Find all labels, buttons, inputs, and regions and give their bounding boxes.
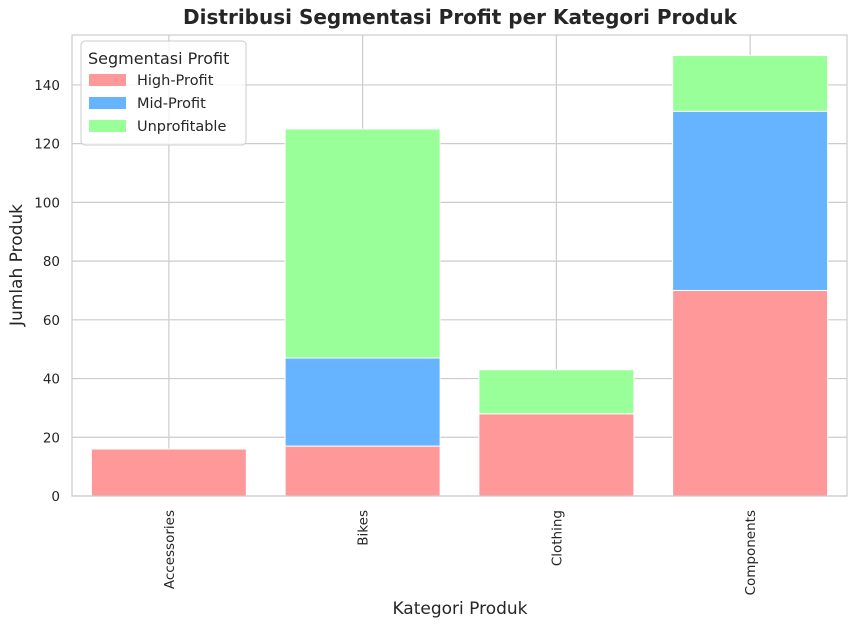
chart-title: Distribusi Segmentasi Profit per Kategor… xyxy=(183,5,738,29)
legend-label-unprofitable: Unprofitable xyxy=(137,119,226,135)
y-tick-label: 80 xyxy=(43,254,60,270)
legend-swatch-unprofitable xyxy=(89,120,126,132)
bar-high-profit-clothing xyxy=(478,413,635,497)
bar-mid-profit-bikes xyxy=(284,357,441,447)
y-axis-label: Jumlah Produk xyxy=(7,204,27,327)
x-tick-label: Components xyxy=(743,510,759,595)
legend-swatch-mid-profit xyxy=(89,97,126,109)
bar-unprofitable-bikes xyxy=(284,128,441,359)
bar-high-profit-accessories xyxy=(90,448,247,497)
legend-items: High-Profit Mid-Profit Unprofitable xyxy=(89,73,226,135)
x-axis-label: Kategori Produk xyxy=(392,599,527,619)
bar-high-profit-components xyxy=(672,289,829,497)
y-tick-label: 140 xyxy=(34,78,60,94)
legend-box xyxy=(80,40,247,146)
legend-label-high-profit: High-Profit xyxy=(137,73,214,89)
y-tick-label: 100 xyxy=(34,195,60,211)
y-tick-label: 40 xyxy=(43,372,60,388)
x-tick-label: Bikes xyxy=(356,510,372,546)
legend: Segmentasi Profit High-Profit Mid-Profit U… xyxy=(80,40,247,146)
legend-swatch-high-profit xyxy=(89,74,126,86)
y-tick-label: 60 xyxy=(43,313,60,329)
x-tick-label: Accessories xyxy=(162,510,178,589)
legend-label-mid-profit: Mid-Profit xyxy=(137,96,206,112)
x-tick-label: Clothing xyxy=(549,510,565,566)
bar-mid-profit-components xyxy=(672,110,829,291)
plot-frame xyxy=(71,34,848,497)
y-tick-label: 120 xyxy=(34,137,60,153)
bar-high-profit-bikes xyxy=(284,445,441,497)
bar-unprofitable-clothing xyxy=(478,369,635,415)
plot-area: 0 20 40 60 80 100 120 140 Accessories Bikes Clothi… xyxy=(34,34,848,595)
legend-title: Segmentasi Profit xyxy=(88,49,229,68)
y-tick-label: 20 xyxy=(43,430,60,446)
y-tick-label: 0 xyxy=(51,489,60,505)
bar-unprofitable-components xyxy=(672,55,829,112)
